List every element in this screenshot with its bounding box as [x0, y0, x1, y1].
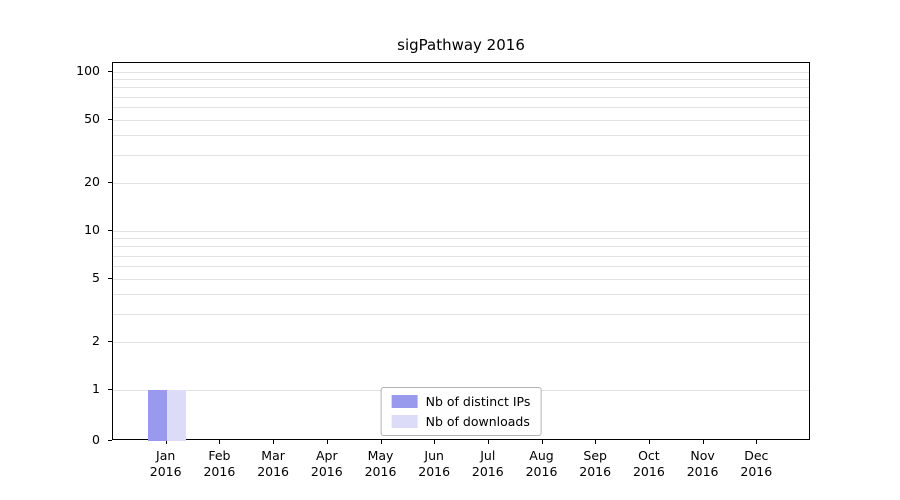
legend-item: Nb of downloads	[391, 414, 531, 429]
gridline	[113, 246, 809, 248]
x-axis-tick-label: Jul 2016	[471, 448, 504, 479]
x-axis-tick-label: Jan 2016	[149, 448, 182, 479]
legend-swatch-distinct-ips	[391, 395, 418, 408]
x-axis-tick-mark	[541, 440, 543, 444]
x-axis-tick-mark	[756, 440, 758, 444]
gridline	[113, 255, 809, 257]
gridline	[113, 294, 809, 296]
gridline	[113, 342, 809, 344]
x-axis-tick-mark	[165, 440, 167, 444]
x-axis-tick-mark	[326, 440, 328, 444]
x-axis-tick-mark	[380, 440, 382, 444]
legend-label-distinct-ips: Nb of distinct IPs	[425, 394, 531, 409]
y-axis-tick-label: 5	[92, 269, 100, 285]
gridline	[113, 135, 809, 137]
y-axis-tick-mark	[108, 71, 112, 72]
gridline	[113, 231, 809, 232]
legend-label-downloads: Nb of downloads	[425, 414, 530, 429]
x-axis-tick-mark	[434, 440, 436, 444]
legend-swatch-downloads	[391, 415, 418, 428]
plot-area: Nb of distinct IPs Nb of downloads	[112, 62, 810, 441]
gridline	[113, 238, 809, 240]
y-axis-tick-label: 50	[84, 110, 100, 126]
x-axis-tick-label: Feb 2016	[203, 448, 236, 479]
gridline	[113, 107, 809, 109]
legend-item: Nb of distinct IPs	[391, 394, 531, 409]
bar-downloads	[166, 390, 186, 441]
x-axis-tick-mark	[702, 440, 704, 444]
chart-title: sigPathway 2016	[397, 36, 525, 54]
gridline	[113, 119, 809, 121]
x-axis-tick-label: Apr 2016	[310, 448, 343, 479]
gridline	[113, 314, 809, 316]
gridline	[113, 72, 809, 73]
legend: Nb of distinct IPs Nb of downloads	[380, 387, 542, 436]
y-axis-tick-label: 100	[76, 63, 100, 78]
y-axis-tick-mark	[108, 389, 112, 390]
gridline	[113, 87, 809, 89]
y-axis-tick-mark	[108, 277, 112, 279]
x-axis-tick-label: Nov 2016	[686, 448, 719, 479]
x-axis-tick-label: Oct 2016	[632, 448, 665, 479]
y-axis-tick-mark	[108, 230, 112, 231]
x-axis-tick-mark	[273, 440, 275, 444]
gridline	[113, 278, 809, 280]
y-axis-tick-mark	[108, 118, 112, 120]
x-axis-tick-mark	[487, 440, 489, 444]
x-axis-tick-label: Sep 2016	[579, 448, 612, 479]
bar-distinct-ips	[147, 390, 167, 441]
x-axis-tick-mark	[648, 440, 650, 444]
y-axis-tick-label: 0	[92, 432, 100, 447]
gridline	[113, 155, 809, 157]
y-axis-tick-label: 1	[92, 381, 100, 396]
y-axis-tick-label: 10	[84, 222, 100, 237]
gridline	[113, 79, 809, 81]
y-axis-tick-mark	[108, 341, 112, 343]
y-axis-tick-mark	[108, 440, 112, 441]
gridline	[113, 266, 809, 268]
y-axis-tick-label: 2	[92, 333, 100, 349]
y-axis-tick-label: 20	[84, 174, 100, 190]
x-axis-tick-mark	[219, 440, 221, 444]
gridline	[113, 96, 809, 98]
x-axis-tick-label: Jun 2016	[418, 448, 451, 479]
x-axis-tick-label: May 2016	[364, 448, 397, 479]
x-axis-tick-label: Mar 2016	[257, 448, 289, 479]
x-axis-tick-label: Aug 2016	[525, 448, 558, 479]
y-axis-tick-mark	[108, 182, 112, 184]
x-axis-tick-mark	[595, 440, 597, 444]
gridline	[113, 183, 809, 185]
x-axis-tick-label: Dec 2016	[740, 448, 773, 479]
